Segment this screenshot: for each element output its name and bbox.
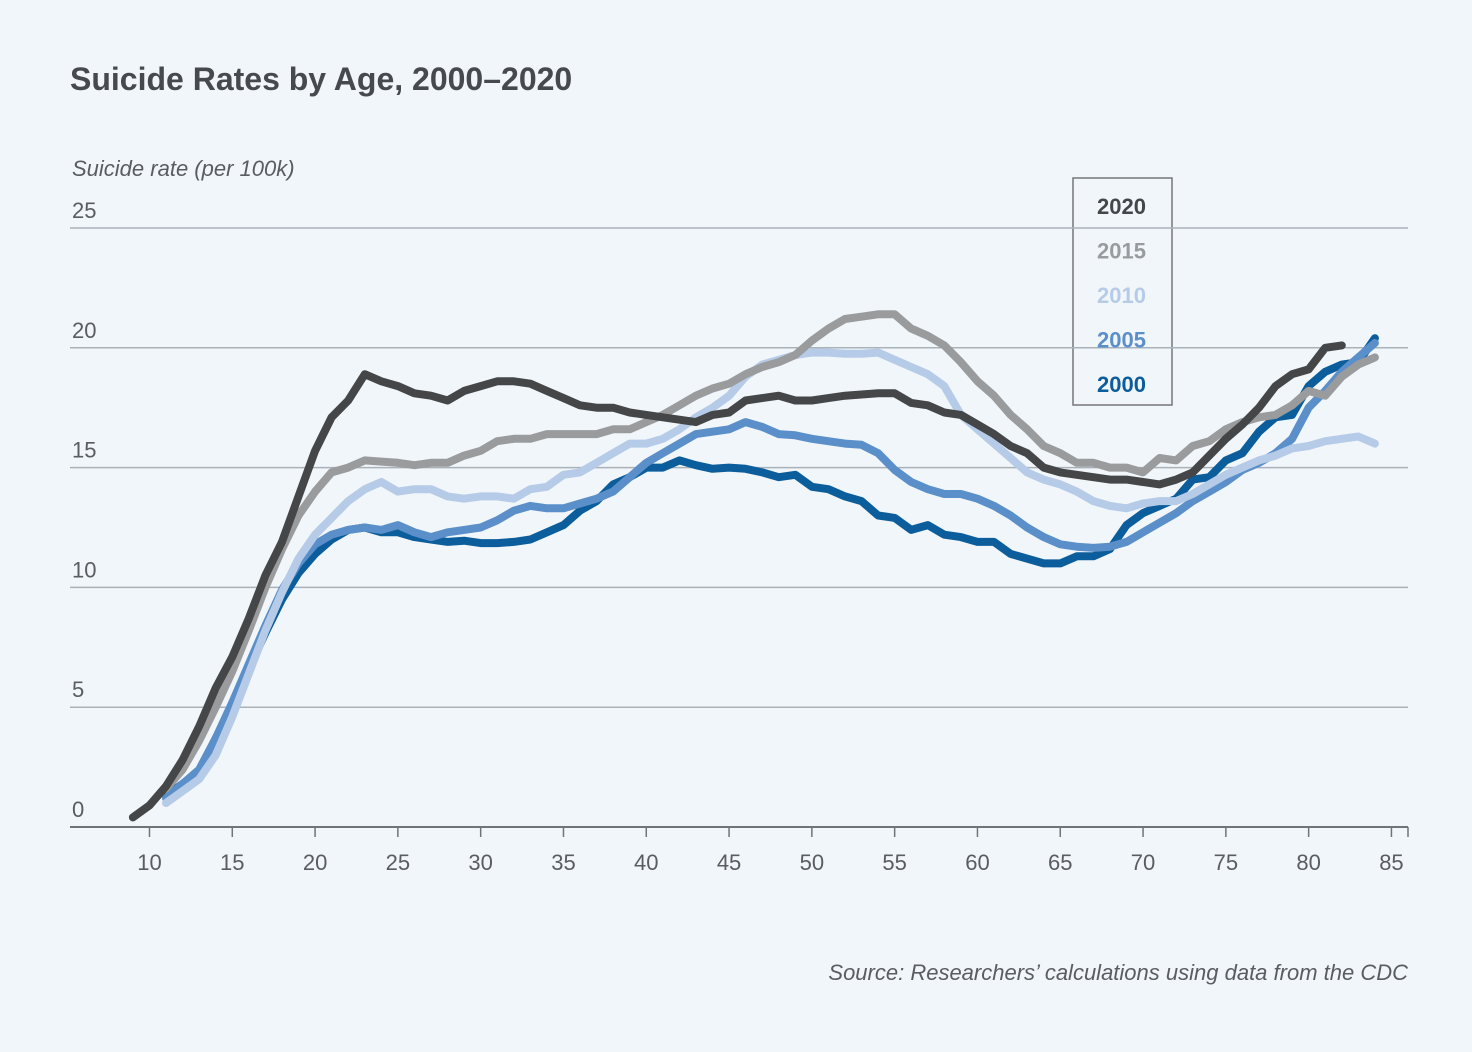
y-tick-label: 0 [72, 797, 84, 822]
y-tick-label: 25 [72, 198, 96, 223]
x-tick-label: 65 [1048, 850, 1072, 875]
x-tick-label: 80 [1296, 850, 1320, 875]
x-tick-label: 70 [1131, 850, 1155, 875]
y-tick-label: 20 [72, 318, 96, 343]
series-line [128, 341, 1346, 822]
x-tick-label: 15 [220, 850, 244, 875]
x-tick-label: 20 [303, 850, 327, 875]
legend-label: 2015 [1097, 239, 1146, 264]
x-tick-label: 40 [634, 850, 658, 875]
x-tick-label: 85 [1379, 850, 1403, 875]
legend-label: 2000 [1097, 372, 1146, 397]
legend-label: 2010 [1097, 283, 1146, 308]
x-tick-label: 60 [965, 850, 989, 875]
chart-title: Suicide Rates by Age, 2000–2020 [70, 61, 572, 97]
source-note: Source: Researchers’ calculations using … [828, 960, 1408, 985]
y-tick-label: 15 [72, 438, 96, 463]
x-tick-label: 55 [882, 850, 906, 875]
x-tick-label: 35 [551, 850, 575, 875]
x-tick-label: 75 [1214, 850, 1238, 875]
legend-box [1072, 177, 1173, 406]
y-tick-label: 5 [72, 677, 84, 702]
x-tick-label: 30 [468, 850, 492, 875]
y-tick-label: 10 [72, 557, 96, 582]
legend-label: 2005 [1097, 328, 1146, 353]
legend-label: 2020 [1097, 194, 1146, 219]
x-tick-label: 25 [386, 850, 410, 875]
x-tick-label: 45 [717, 850, 741, 875]
x-tick-label: 10 [137, 850, 161, 875]
series-line [162, 310, 1379, 793]
series-line [162, 339, 1379, 803]
y-axis-label: Suicide rate (per 100k) [72, 156, 295, 181]
x-tick-label: 50 [800, 850, 824, 875]
